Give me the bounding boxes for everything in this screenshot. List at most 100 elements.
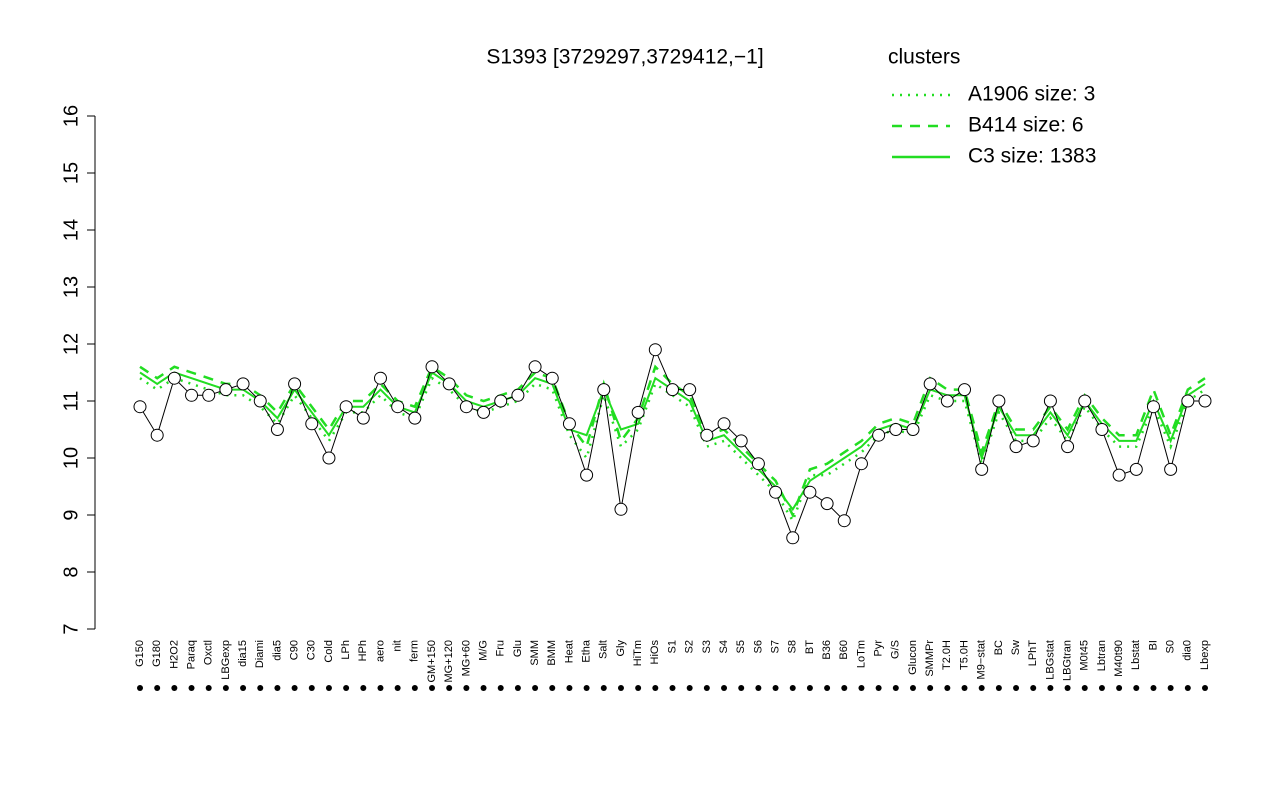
x-tick-label: Etha [581,639,593,663]
x-tick-label: BC [993,640,1005,655]
category-marker [532,685,539,691]
data-point [391,400,405,414]
x-tick-label: ferm [409,640,421,662]
y-tick-label: 14 [60,219,82,241]
data-point [1164,462,1178,476]
category-marker [583,685,590,691]
legend-label: C3 size: 1383 [968,145,1096,168]
x-tick-label: T2.0H [941,640,953,670]
data-point [1043,394,1057,408]
category-marker [1167,685,1174,691]
x-tick-label: Salt [598,640,610,659]
category-marker [1030,685,1037,691]
category-marker [824,685,831,691]
x-tick-label: M0t45 [1079,640,1091,671]
category-marker [325,685,332,691]
data-point [666,383,679,397]
category-marker [222,685,229,691]
category-marker [1081,685,1088,691]
category-marker [240,685,247,691]
data-point [167,371,181,385]
x-tick-label: LBGstat [1044,640,1056,680]
x-tick-label: Oxctl [203,640,215,665]
category-marker [772,685,779,691]
category-marker [394,685,401,691]
x-tick-label: S6 [752,640,764,653]
x-tick-label: MG+60 [460,640,472,676]
category-marker [703,685,710,691]
category-marker [841,685,848,691]
x-tick-label: S2 [684,640,696,653]
x-tick-label: S3 [701,640,713,653]
x-tick-label: M40t90 [1113,640,1125,677]
data-point [751,457,765,471]
data-point [923,377,937,391]
category-marker [480,685,487,691]
category-marker [205,685,212,691]
data-point [185,388,199,402]
x-tick-label: S8 [787,640,799,653]
data-point [992,394,1006,408]
data-point [305,417,319,431]
data-point [683,383,697,397]
category-marker [497,685,504,691]
data-point [459,400,473,414]
y-tick-label: 11 [60,391,82,412]
category-marker [721,685,728,691]
data-point [442,377,456,391]
category-marker [1047,685,1054,691]
category-marker [446,685,453,691]
data-point [1095,423,1109,436]
category-marker [738,685,745,691]
x-tick-label: GM+150 [426,640,438,683]
category-marker [978,685,985,691]
x-tick-label: SMM [529,640,541,666]
x-tick-label: dia5 [271,640,283,661]
category-marker [1116,685,1123,691]
category-marker [1098,685,1105,691]
y-tick-label: 13 [60,276,82,298]
y-tick-label: 16 [60,105,82,127]
category-marker [995,685,1002,691]
data-point [133,400,147,414]
x-tick-label: H2O2 [168,640,180,669]
category-marker [514,685,521,691]
category-marker [600,685,607,691]
category-marker [343,685,350,691]
category-marker [1202,685,1208,691]
category-marker [411,685,418,691]
data-point [837,514,851,528]
x-tick-label: G150 [134,640,146,667]
x-tick-label: LPhT [1027,640,1039,667]
category-marker [360,685,367,691]
x-tick-label: G/S [890,640,902,659]
x-tick-label: SMMPr [924,640,936,677]
x-tick-label: MG+120 [443,640,455,683]
category-marker [257,685,264,691]
data-point [1146,400,1160,414]
data-point [545,371,559,385]
data-point [803,485,817,499]
category-marker [892,685,899,691]
category-marker [669,685,676,691]
category-marker [1150,685,1157,691]
x-tick-label: BMM [546,640,558,666]
x-tick-label: Lbexp [1199,640,1211,670]
category-marker [635,685,642,691]
data-point [373,371,387,385]
x-tick-label: S5 [735,640,747,653]
x-tick-label: M9−stat [976,640,988,679]
category-marker [274,685,281,691]
y-tick-label: 7 [60,623,82,634]
data-point [734,434,748,448]
category-marker [909,685,916,691]
data-point [339,400,353,414]
data-point [786,531,800,545]
category-marker [875,685,882,691]
category-marker [188,685,195,691]
data-point [1129,462,1143,476]
data-point [975,462,989,476]
category-marker [137,685,143,691]
data-point [528,360,542,374]
